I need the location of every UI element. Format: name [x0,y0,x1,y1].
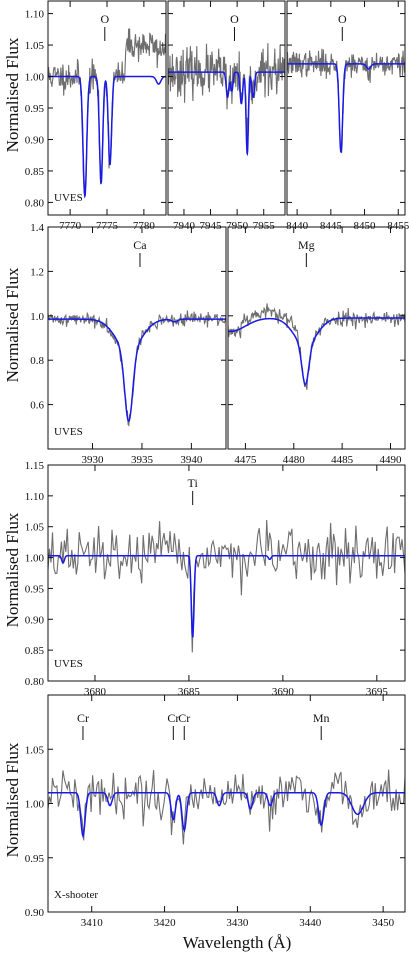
x-tick-label: 4480 [283,454,306,466]
x-tick-label: 7780 [133,220,156,232]
x-tick-label: 7770 [59,220,82,232]
line-id-label: Ca [133,238,147,252]
line-id-label: O [230,12,239,26]
observed-spectrum [48,519,405,653]
x-tick-label: 4485 [331,454,354,466]
y-tick-label: 1.15 [25,460,45,472]
x-tick-label: 7955 [253,220,276,232]
x-tick-label: 7950 [226,220,249,232]
x-tick-label: 4490 [379,454,402,466]
y-tick-label: 1.2 [30,266,44,278]
instrument-label: UVES [54,192,83,204]
subplot-frame [47,226,227,450]
x-tick-label: 3440 [299,917,322,929]
line-id-label: O [338,12,347,26]
x-tick-label: 3930 [82,454,105,466]
y-tick-label: 0.95 [25,103,45,115]
observed-spectrum [48,310,226,427]
model-spectrum [287,63,405,154]
x-tick-label: 3680 [84,686,107,698]
panel-row-3: 3680 3685 3690 3695 Ti 0.80 0.85 0.90 0.95 1.00 1.… [25,460,406,698]
line-id-label: Ti [188,476,199,490]
model-spectrum [48,791,405,839]
x-tick-label: 7940 [173,220,196,232]
model-spectrum [48,554,405,638]
y-tick-label: 0.95 [25,583,45,595]
x-tick-label: 3450 [372,917,395,929]
x-tick-label: 7775 [96,220,119,232]
y-tick-label: 1.10 [25,491,45,503]
x-tick-label: 3935 [131,454,154,466]
line-id-label: O [100,12,109,26]
line-id-label: Cr [167,711,179,725]
y-tick-label: 1.00 [25,72,45,84]
subplot-r1-c2: 7940 7945 7950 7955 O [167,0,286,232]
y-tick-label: 1.00 [25,553,45,565]
observed-spectrum [228,303,405,390]
subplot-frame [286,0,406,216]
x-tick-label: 4475 [234,454,257,466]
observed-spectrum [48,769,405,845]
y-tick-label: 0.6 [30,400,44,412]
line-id-label: Mg [298,238,315,252]
y-tick-label: 0.90 [25,907,45,919]
line-id-label: Cr [178,711,190,725]
x-tick-label: 8440 [286,220,309,232]
y-tick-label: 1.05 [25,744,45,756]
subplot-r1-c1: 7770 7775 7780 O [47,0,167,232]
x-tick-label: 8450 [354,220,377,232]
x-tick-label: 3940 [180,454,203,466]
y-tick-label: 0.85 [25,166,45,178]
instrument-label: UVES [54,658,83,670]
y-axis-label-row-2: Normalised Flux [3,267,22,382]
y-tick-label: 0.95 [25,853,45,865]
y-tick-label: 0.90 [25,134,45,146]
y-axis-label-row-3: Normalised Flux [3,512,22,627]
y-tick-label: 0.80 [25,676,45,688]
y-axis-label-row-4: Normalised Flux [3,742,22,857]
observed-spectrum [48,28,166,197]
x-tick-label: 3685 [178,686,201,698]
y-tick-label: 0.85 [25,645,45,657]
subplot-r1-c3: 8440 8445 8450 8455 O [286,0,409,232]
x-tick-label: 7945 [200,220,223,232]
observed-spectrum [168,43,285,153]
subplot-r2-c1: 3930 3935 3940 Ca [47,226,227,466]
model-spectrum [168,71,285,157]
panel-row-2: 3930 3935 3940 Ca 4475 4480 4485 4490 Mg 0.6 0.8 1.… [30,222,406,466]
x-tick-label: 3430 [226,917,249,929]
line-id-label: Mn [313,711,330,725]
y-tick-label: 1.0 [30,311,44,323]
instrument-label: X-shooter [54,889,98,901]
x-tick-label: 3420 [154,917,177,929]
x-tick-label: 8445 [320,220,343,232]
line-id-label: Cr [77,711,89,725]
y-tick-label: 0.90 [25,614,45,626]
y-tick-label: 0.80 [25,197,45,209]
y-tick-label: 1.00 [25,799,45,811]
x-tick-label: 3690 [272,686,295,698]
y-tick-label: 0.8 [30,355,44,367]
instrument-label: UVES [54,426,83,438]
y-axis-label-row-1: Normalised Flux [3,37,22,152]
subplot-r3-c1: 3680 3685 3690 3695 Ti [47,464,406,698]
subplot-frame [227,226,406,450]
subplot-frame [47,464,406,682]
model-spectrum [48,318,226,423]
y-tick-label: 1.4 [30,222,44,234]
y-tick-label: 1.05 [25,40,45,52]
x-tick-label: 8455 [387,220,409,232]
x-tick-label: 3695 [366,686,389,698]
y-tick-label: 1.05 [25,522,45,534]
x-axis-label: Wavelength (Å) [183,933,292,952]
y-tick-label: 1.10 [25,9,45,21]
model-spectrum [48,75,166,199]
subplot-r2-c2: 4475 4480 4485 4490 Mg [227,226,406,466]
model-spectrum [228,317,405,386]
x-tick-label: 3410 [81,917,104,929]
